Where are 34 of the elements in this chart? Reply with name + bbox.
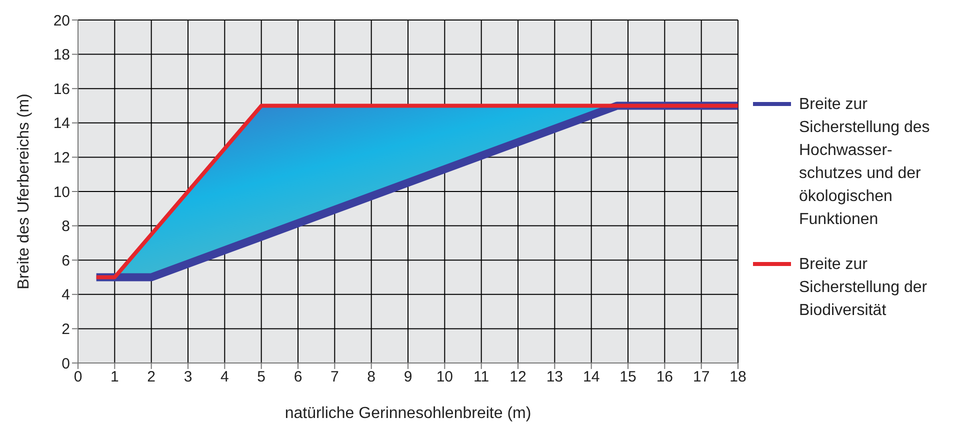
y-tick-label: 20 <box>53 12 70 30</box>
legend-label: Breite zur Sicherstellung des Hochwasser-schutzes und der ökologischen Funktionen <box>799 94 931 230</box>
y-tick-label: 0 <box>62 355 70 372</box>
y-tick-label: 14 <box>53 115 70 132</box>
y-tick-label: 4 <box>62 286 70 304</box>
x-tick-label: 0 <box>74 368 82 386</box>
x-tick-label: 10 <box>436 368 454 386</box>
y-axis-title: Breite des Uferbereichs (m) <box>16 94 33 290</box>
y-tick-label: 18 <box>53 46 70 64</box>
x-tick-label: 1 <box>110 368 119 386</box>
x-tick-label: 16 <box>656 368 674 386</box>
x-tick-label: 17 <box>692 368 710 386</box>
y-tick-label: 2 <box>62 321 70 338</box>
y-tick-label: 8 <box>62 218 70 236</box>
x-tick-label: 8 <box>367 368 376 386</box>
x-tick-label: 14 <box>582 368 600 386</box>
legend-label: Breite zur Sicherstellung der Biodiversität <box>799 254 928 320</box>
y-tick-label: 16 <box>53 80 70 98</box>
x-tick-label: 6 <box>294 368 302 386</box>
x-tick-label: 7 <box>330 368 339 386</box>
x-tick-label: 2 <box>147 368 156 386</box>
x-tick-label: 4 <box>220 368 229 386</box>
x-tick-label: 15 <box>620 368 636 386</box>
x-tick-label: 3 <box>184 368 192 386</box>
x-tick-label: 12 <box>510 368 526 386</box>
x-tick-label: 13 <box>546 368 564 386</box>
x-tick-label: 5 <box>257 368 266 386</box>
y-tick-label: 10 <box>53 184 70 201</box>
x-tick-label: 11 <box>474 368 490 386</box>
x-tick-label: 18 <box>730 368 746 386</box>
y-tick-label: 6 <box>62 252 70 270</box>
x-tick-label: 9 <box>404 368 412 386</box>
y-tick-label: 12 <box>53 150 70 167</box>
x-axis-title: natürliche Gerinnesohlenbreite (m) <box>284 405 532 422</box>
